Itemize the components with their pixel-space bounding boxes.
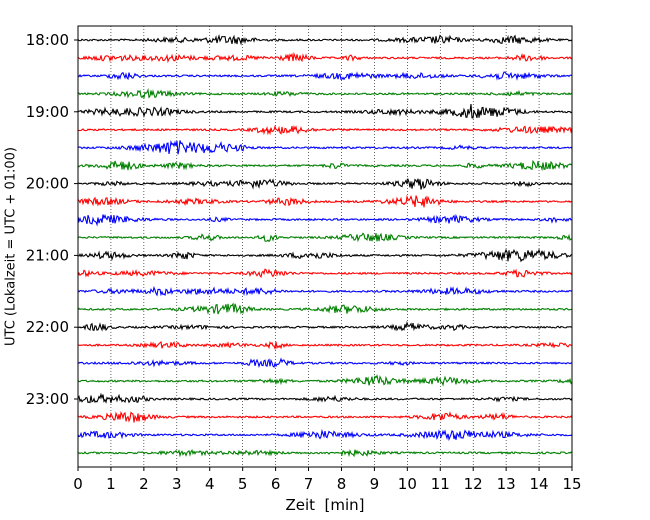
seismic-trace [77, 357, 573, 369]
x-tick-label: 14 [530, 475, 549, 493]
seismic-traces [77, 33, 573, 458]
seismic-trace [77, 302, 573, 315]
y-tick-label: 22:00 [26, 318, 69, 336]
x-tick-label: 5 [238, 475, 248, 493]
seismic-trace [77, 139, 573, 155]
y-tick-label: 20:00 [26, 175, 69, 193]
seismic-trace [77, 213, 573, 227]
seismic-trace [77, 285, 573, 297]
y-tick-label: 19:00 [26, 103, 69, 121]
seismic-trace [77, 392, 573, 404]
x-axis-label: Zeit [min] [285, 496, 364, 514]
x-tick-label: 11 [431, 475, 450, 493]
plot-frame [77, 25, 573, 468]
seismic-trace [77, 87, 573, 99]
x-tick-label: 0 [73, 475, 83, 493]
x-tick-label: 8 [337, 475, 347, 493]
seismic-trace [77, 340, 573, 351]
seismic-trace [77, 194, 573, 208]
x-axis-ticks: 0 1 2 3 4 5 6 7 8 9 10 11 12 13 14 15 [73, 467, 582, 493]
seismic-trace [77, 33, 573, 46]
seismic-trace [77, 374, 573, 387]
x-tick-label: 15 [562, 475, 581, 493]
seismic-trace [77, 71, 573, 81]
seismic-trace [77, 124, 573, 136]
x-tick-label: 10 [398, 475, 417, 493]
x-tick-label: 1 [106, 475, 116, 493]
y-tick-label: 23:00 [26, 390, 69, 408]
x-tick-label: 7 [304, 475, 314, 493]
seismic-trace [77, 449, 573, 458]
seismic-trace [77, 248, 573, 263]
seismic-trace [77, 232, 573, 243]
seismic-trace [77, 103, 573, 119]
y-axis-ticks: 18:00 19:00 20:00 21:00 22:00 23:00 [26, 31, 78, 408]
x-tick-label: 9 [370, 475, 380, 493]
y-tick-label: 18:00 [26, 31, 69, 49]
x-tick-label: 2 [139, 475, 149, 493]
x-tick-label: 6 [271, 475, 281, 493]
x-tick-label: 12 [464, 475, 483, 493]
y-axis-label: UTC (Lokalzeit = UTC + 01:00) [4, 147, 19, 346]
x-tick-label: 3 [172, 475, 182, 493]
seismic-trace [77, 428, 573, 442]
seismic-trace [77, 320, 573, 332]
y-tick-label: 21:00 [26, 246, 69, 264]
x-tick-label: 4 [205, 475, 215, 493]
seismic-trace [77, 159, 573, 172]
seismic-trace [77, 411, 573, 423]
seismic-trace [77, 177, 573, 190]
seismic-trace [77, 51, 573, 64]
seismic-trace [77, 268, 573, 278]
x-tick-label: 13 [497, 475, 516, 493]
